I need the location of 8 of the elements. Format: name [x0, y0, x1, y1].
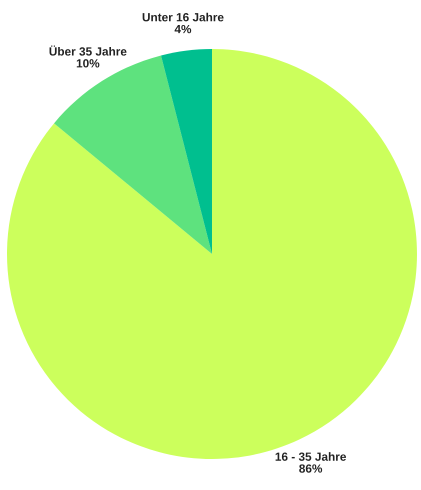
- pie-slice: [161, 49, 212, 254]
- data-label: 10%: [76, 59, 100, 68]
- slice-label: Unter 16 Jahre: [142, 12, 224, 22]
- slice-label: Über 35 Jahre: [50, 45, 127, 56]
- data-label: 4%: [174, 24, 192, 34]
- pie-slice: [54, 55, 212, 254]
- data-label: 86%: [299, 464, 322, 473]
- slice-label: 16 - 35 Jahre: [276, 452, 346, 461]
